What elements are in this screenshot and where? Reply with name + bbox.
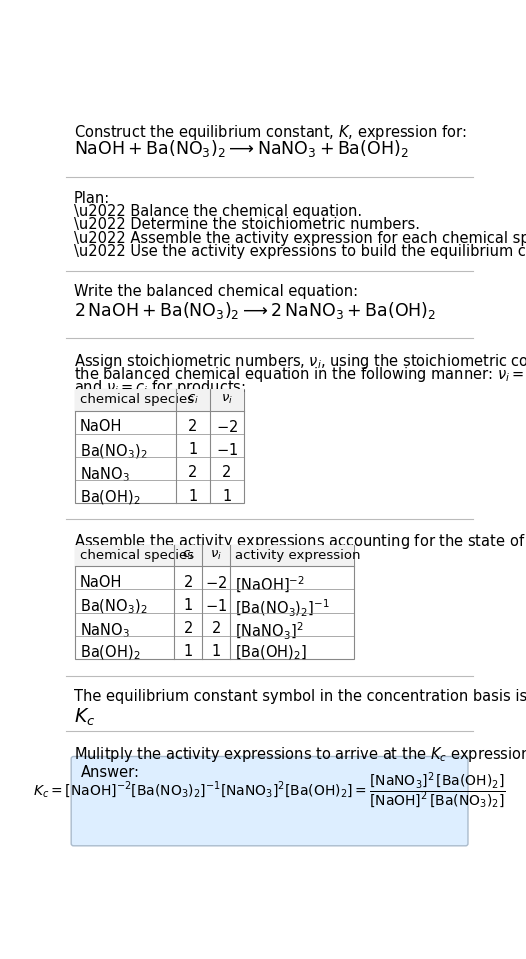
Text: $\mathrm{NaNO_3}$: $\mathrm{NaNO_3}$ [80, 621, 130, 640]
Text: 2: 2 [211, 621, 221, 636]
Text: 2: 2 [184, 621, 193, 636]
Text: 1: 1 [184, 597, 193, 613]
Text: Assemble the activity expressions accounting for the state of matter and $\nu_i$: Assemble the activity expressions accoun… [74, 532, 526, 551]
Text: NaOH: NaOH [80, 574, 122, 590]
Text: Answer:: Answer: [81, 765, 140, 780]
Bar [75, 545, 354, 659]
Text: \u2022 Balance the chemical equation.: \u2022 Balance the chemical equation. [74, 204, 362, 220]
Text: $-2$: $-2$ [205, 574, 227, 591]
Text: 2: 2 [184, 574, 193, 590]
Text: $\mathrm{Ba(NO_3)_2}$: $\mathrm{Ba(NO_3)_2}$ [80, 442, 147, 460]
Text: The equilibrium constant symbol in the concentration basis is:: The equilibrium constant symbol in the c… [74, 690, 526, 705]
Bar [75, 389, 244, 410]
Text: chemical species: chemical species [80, 393, 194, 406]
Text: $-2$: $-2$ [216, 419, 238, 435]
Text: $-1$: $-1$ [205, 597, 227, 614]
Text: $\mathrm{Ba(OH)_2}$: $\mathrm{Ba(OH)_2}$ [80, 488, 140, 507]
Text: $c_i$: $c_i$ [183, 549, 194, 562]
Text: $\nu_i$: $\nu_i$ [210, 549, 222, 562]
Text: $\mathrm{Ba(NO_3)_2}$: $\mathrm{Ba(NO_3)_2}$ [80, 597, 147, 617]
Text: 1: 1 [222, 488, 231, 503]
Text: $[\mathrm{NaNO_3}]^{2}$: $[\mathrm{NaNO_3}]^{2}$ [235, 621, 303, 643]
Text: $K_c = [\mathrm{NaOH}]^{-2}[\mathrm{Ba(NO_3)_2}]^{-1}[\mathrm{NaNO_3}]^{2}[\math: $K_c = [\mathrm{NaOH}]^{-2}[\mathrm{Ba(N… [33, 771, 506, 811]
Text: Plan:: Plan: [74, 191, 110, 205]
Text: Construct the equilibrium constant, $K$, expression for:: Construct the equilibrium constant, $K$,… [74, 123, 466, 142]
Text: $K_c$: $K_c$ [74, 707, 95, 728]
Text: $\mathrm{Ba(OH)_2}$: $\mathrm{Ba(OH)_2}$ [80, 644, 140, 663]
Text: $\mathrm{NaOH + Ba(NO_3)_2 \longrightarrow NaNO_3 + Ba(OH)_2}$: $\mathrm{NaOH + Ba(NO_3)_2 \longrightarr… [74, 138, 408, 159]
Text: NaOH: NaOH [80, 419, 122, 434]
Text: $\mathrm{2\,NaOH + Ba(NO_3)_2 \longrightarrow 2\,NaNO_3 + Ba(OH)_2}$: $\mathrm{2\,NaOH + Ba(NO_3)_2 \longright… [74, 300, 436, 321]
Text: activity expression: activity expression [235, 549, 360, 562]
Text: and $\nu_i = c_i$ for products:: and $\nu_i = c_i$ for products: [74, 379, 245, 397]
Text: 2: 2 [222, 465, 231, 480]
Text: Mulitply the activity expressions to arrive at the $K_c$ expression:: Mulitply the activity expressions to arr… [74, 745, 526, 764]
Text: $\nu_i$: $\nu_i$ [221, 393, 233, 407]
Text: 1: 1 [188, 442, 197, 457]
Text: Assign stoichiometric numbers, $\nu_i$, using the stoichiometric coefficients, $: Assign stoichiometric numbers, $\nu_i$, … [74, 352, 526, 371]
Text: $[\mathrm{Ba(OH)_2}]$: $[\mathrm{Ba(OH)_2}]$ [235, 644, 307, 663]
Text: $c_i$: $c_i$ [187, 393, 199, 407]
Text: \u2022 Determine the stoichiometric numbers.: \u2022 Determine the stoichiometric numb… [74, 218, 420, 232]
Text: $[\mathrm{NaOH}]^{-2}$: $[\mathrm{NaOH}]^{-2}$ [235, 574, 305, 595]
Bar [75, 389, 244, 503]
Text: 1: 1 [184, 644, 193, 659]
Text: \u2022 Assemble the activity expression for each chemical species.: \u2022 Assemble the activity expression … [74, 230, 526, 246]
Text: $\mathrm{NaNO_3}$: $\mathrm{NaNO_3}$ [80, 465, 130, 484]
Text: 1: 1 [211, 644, 221, 659]
Text: $[\mathrm{Ba(NO_3)_2}]^{-1}$: $[\mathrm{Ba(NO_3)_2}]^{-1}$ [235, 597, 329, 619]
Bar [75, 545, 354, 567]
Text: 1: 1 [188, 488, 197, 503]
Text: \u2022 Use the activity expressions to build the equilibrium constant expression: \u2022 Use the activity expressions to b… [74, 244, 526, 259]
FancyBboxPatch shape [71, 757, 468, 846]
Text: 2: 2 [188, 465, 198, 480]
Text: $-1$: $-1$ [216, 442, 238, 458]
Text: chemical species: chemical species [80, 549, 194, 562]
Text: the balanced chemical equation in the following manner: $\nu_i = -c_i$ for react: the balanced chemical equation in the fo… [74, 365, 526, 385]
Text: Write the balanced chemical equation:: Write the balanced chemical equation: [74, 285, 358, 299]
Text: 2: 2 [188, 419, 198, 434]
